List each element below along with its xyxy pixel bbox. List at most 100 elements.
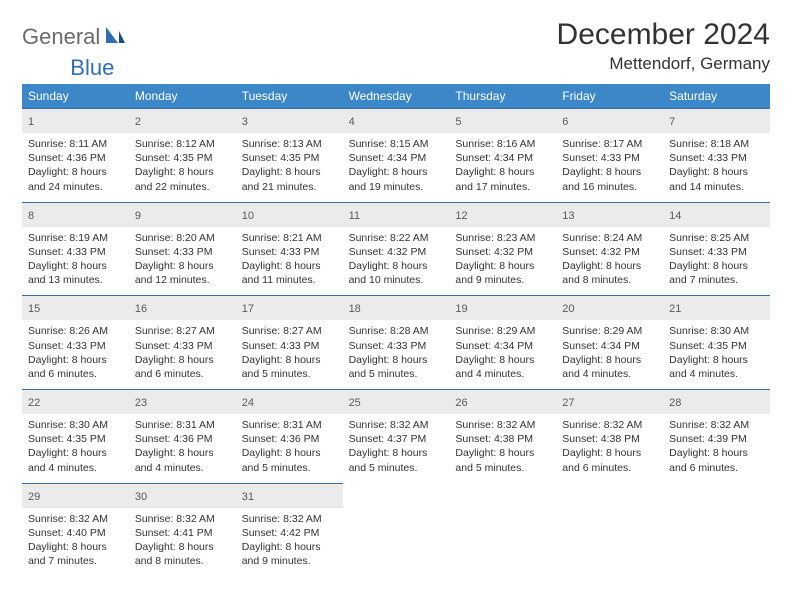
daylight-line: Daylight: 8 hours and 4 minutes. xyxy=(28,446,123,474)
day-number: 9 xyxy=(135,210,141,222)
logo-word-1: General xyxy=(22,24,100,50)
day-number: 30 xyxy=(135,491,147,503)
calendar-day: 5 Sunrise: 8:16 AMSunset: 4:34 PMDaylight… xyxy=(449,108,556,202)
calendar-day xyxy=(343,483,450,577)
day-number-row: 25 xyxy=(343,389,450,414)
calendar-day: 3 Sunrise: 8:13 AMSunset: 4:35 PMDaylight… xyxy=(236,108,343,202)
daylight-line: Daylight: 8 hours and 7 minutes. xyxy=(669,259,764,287)
calendar-day: 1 Sunrise: 8:11 AMSunset: 4:36 PMDaylight… xyxy=(22,108,129,202)
daylight-line: Daylight: 8 hours and 4 minutes. xyxy=(562,353,657,381)
sunset-line: Sunset: 4:32 PM xyxy=(349,245,444,259)
calendar-day: 10Sunrise: 8:21 AMSunset: 4:33 PMDayligh… xyxy=(236,202,343,296)
page-subtitle: Mettendorf, Germany xyxy=(557,54,770,74)
daylight-line: Daylight: 8 hours and 21 minutes. xyxy=(242,165,337,193)
day-body: Sunrise: 8:32 AMSunset: 4:39 PMDaylight:… xyxy=(663,414,770,475)
daylight-line: Daylight: 8 hours and 6 minutes. xyxy=(135,353,230,381)
day-number: 24 xyxy=(242,397,254,409)
daylight-line: Daylight: 8 hours and 6 minutes. xyxy=(562,446,657,474)
sunset-line: Sunset: 4:32 PM xyxy=(562,245,657,259)
logo-word-2: Blue xyxy=(70,55,114,81)
calendar-day: 20 Sunrise: 8:29 AMSunset: 4:34 PMDayligh… xyxy=(556,295,663,389)
daylight-line: Daylight: 8 hours and 9 minutes. xyxy=(242,540,337,568)
day-number: 29 xyxy=(28,491,40,503)
day-number: 4 xyxy=(349,116,355,128)
daylight-line: Daylight: 8 hours and 4 minutes. xyxy=(669,353,764,381)
sunset-line: Sunset: 4:35 PM xyxy=(242,151,337,165)
day-number-row: 29 xyxy=(22,483,129,508)
daylight-line: Daylight: 8 hours and 9 minutes. xyxy=(455,259,550,287)
sunrise-line: Sunrise: 8:17 AM xyxy=(562,137,657,151)
day-number: 16 xyxy=(135,303,147,315)
day-body: Sunrise: 8:16 AMSunset: 4:34 PMDaylight:… xyxy=(449,133,556,194)
sunrise-line: Sunrise: 8:31 AM xyxy=(242,418,337,432)
sunrise-line: Sunrise: 8:27 AM xyxy=(242,324,337,338)
day-number: 2 xyxy=(135,116,141,128)
weekday-header: Thursday xyxy=(449,84,556,108)
calendar-day: 12Sunrise: 8:23 AMSunset: 4:32 PMDayligh… xyxy=(449,202,556,296)
day-number-row: 11 xyxy=(343,202,450,227)
day-number: 5 xyxy=(455,116,461,128)
sunrise-line: Sunrise: 8:32 AM xyxy=(349,418,444,432)
day-body: Sunrise: 8:29 AMSunset: 4:34 PMDaylight:… xyxy=(556,320,663,381)
sunset-line: Sunset: 4:37 PM xyxy=(349,432,444,446)
day-number: 15 xyxy=(28,303,40,315)
daylight-line: Daylight: 8 hours and 11 minutes. xyxy=(242,259,337,287)
day-number-row: 30 xyxy=(129,483,236,508)
day-number: 23 xyxy=(135,397,147,409)
daylight-line: Daylight: 8 hours and 5 minutes. xyxy=(455,446,550,474)
calendar-day: 9Sunrise: 8:20 AMSunset: 4:33 PMDaylight… xyxy=(129,202,236,296)
weekday-header: Wednesday xyxy=(343,84,450,108)
sunrise-line: Sunrise: 8:24 AM xyxy=(562,231,657,245)
calendar-day: 26Sunrise: 8:32 AMSunset: 4:38 PMDayligh… xyxy=(449,389,556,483)
day-body: Sunrise: 8:21 AMSunset: 4:33 PMDaylight:… xyxy=(236,227,343,288)
calendar-weeks: 1 Sunrise: 8:11 AMSunset: 4:36 PMDaylight… xyxy=(22,108,770,576)
sunrise-line: Sunrise: 8:29 AM xyxy=(455,324,550,338)
day-body: Sunrise: 8:11 AMSunset: 4:36 PMDaylight:… xyxy=(22,133,129,194)
day-number: 31 xyxy=(242,491,254,503)
calendar-day: 28Sunrise: 8:32 AMSunset: 4:39 PMDayligh… xyxy=(663,389,770,483)
calendar-day: 18Sunrise: 8:28 AMSunset: 4:33 PMDayligh… xyxy=(343,295,450,389)
calendar-day: 8 Sunrise: 8:19 AMSunset: 4:33 PMDaylight… xyxy=(22,202,129,296)
day-number: 21 xyxy=(669,303,681,315)
daylight-line: Daylight: 8 hours and 19 minutes. xyxy=(349,165,444,193)
sunrise-line: Sunrise: 8:18 AM xyxy=(669,137,764,151)
sunset-line: Sunset: 4:35 PM xyxy=(28,432,123,446)
weekday-header: Friday xyxy=(556,84,663,108)
day-body: Sunrise: 8:24 AMSunset: 4:32 PMDaylight:… xyxy=(556,227,663,288)
weekday-header: Saturday xyxy=(663,84,770,108)
daylight-line: Daylight: 8 hours and 17 minutes. xyxy=(455,165,550,193)
day-number: 13 xyxy=(562,210,574,222)
day-number: 3 xyxy=(242,116,248,128)
sunrise-line: Sunrise: 8:15 AM xyxy=(349,137,444,151)
calendar-week: 8 Sunrise: 8:19 AMSunset: 4:33 PMDaylight… xyxy=(22,202,770,296)
daylight-line: Daylight: 8 hours and 13 minutes. xyxy=(28,259,123,287)
sunrise-line: Sunrise: 8:32 AM xyxy=(135,512,230,526)
weekday-header: Tuesday xyxy=(236,84,343,108)
daylight-line: Daylight: 8 hours and 4 minutes. xyxy=(455,353,550,381)
day-number-row: 13 xyxy=(556,202,663,227)
day-number-row: 24 xyxy=(236,389,343,414)
day-number-row: 16 xyxy=(129,295,236,320)
day-number-row: 4 xyxy=(343,108,450,133)
sunset-line: Sunset: 4:38 PM xyxy=(455,432,550,446)
day-body: Sunrise: 8:19 AMSunset: 4:33 PMDaylight:… xyxy=(22,227,129,288)
day-number: 20 xyxy=(562,303,574,315)
sunrise-line: Sunrise: 8:13 AM xyxy=(242,137,337,151)
calendar-day: 24Sunrise: 8:31 AMSunset: 4:36 PMDayligh… xyxy=(236,389,343,483)
sunrise-line: Sunrise: 8:11 AM xyxy=(28,137,123,151)
sunset-line: Sunset: 4:33 PM xyxy=(669,245,764,259)
day-number: 8 xyxy=(28,210,34,222)
daylight-line: Daylight: 8 hours and 6 minutes. xyxy=(28,353,123,381)
day-body: Sunrise: 8:15 AMSunset: 4:34 PMDaylight:… xyxy=(343,133,450,194)
calendar-day: 27Sunrise: 8:32 AMSunset: 4:38 PMDayligh… xyxy=(556,389,663,483)
day-body: Sunrise: 8:27 AMSunset: 4:33 PMDaylight:… xyxy=(129,320,236,381)
calendar-day: 17Sunrise: 8:27 AMSunset: 4:33 PMDayligh… xyxy=(236,295,343,389)
day-number: 1 xyxy=(28,116,34,128)
sunrise-line: Sunrise: 8:25 AM xyxy=(669,231,764,245)
calendar-day xyxy=(556,483,663,577)
day-number: 19 xyxy=(455,303,467,315)
calendar-day: 29Sunrise: 8:32 AMSunset: 4:40 PMDayligh… xyxy=(22,483,129,577)
day-number-row: 3 xyxy=(236,108,343,133)
daylight-line: Daylight: 8 hours and 24 minutes. xyxy=(28,165,123,193)
day-number-row: 6 xyxy=(556,108,663,133)
